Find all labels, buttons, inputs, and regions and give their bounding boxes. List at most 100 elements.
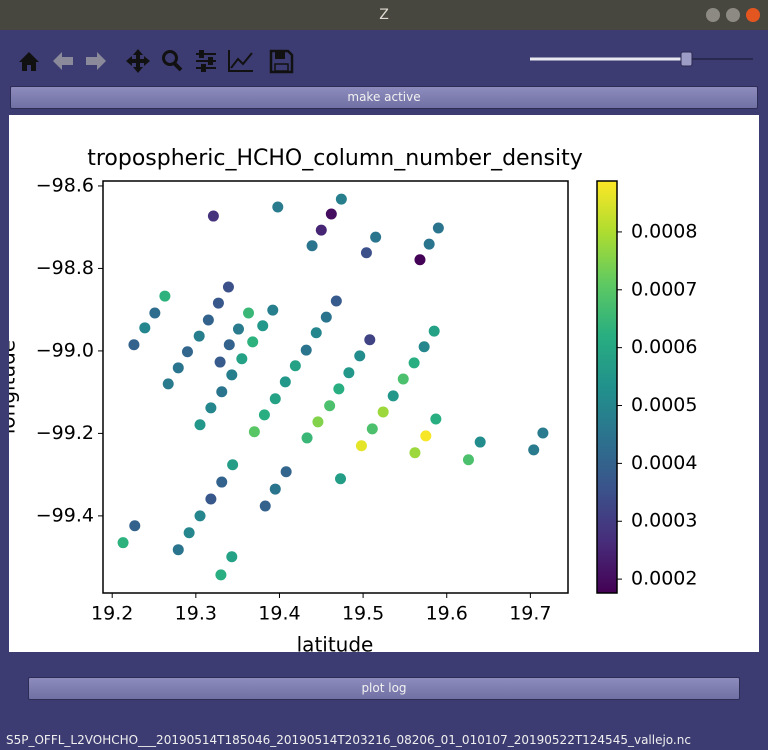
scatter-point [462,454,474,466]
scatter-point [420,430,432,442]
scatter-point [258,409,270,421]
scatter-point [172,544,184,556]
colorbar-tick-label: 0.0002 [631,568,697,590]
scatter-point [243,307,255,319]
scatter-point [387,390,399,402]
scatter-point [214,356,226,368]
x-tick-label: 19.7 [509,603,551,625]
colorbar-tick-label: 0.0005 [631,394,697,416]
maximize-button[interactable] [726,8,740,22]
colorbar [596,180,618,594]
scatter-point [432,222,444,234]
home-icon[interactable] [19,52,39,71]
x-tick-label: 19.3 [175,603,217,625]
scatter-point [159,290,171,302]
scatter-point [269,483,281,495]
scatter-point [330,295,342,307]
colorbar-tick-label: 0.0008 [631,220,697,242]
scatter-point [289,360,301,372]
colorbar-tick-label: 0.0006 [631,336,697,358]
scatter-point [257,320,269,332]
back-icon[interactable] [53,52,73,70]
scatter-point [280,466,292,478]
scatter-point [364,334,376,346]
scatter-point [117,537,129,549]
y-axis-label: longitude [9,340,20,434]
scatter-point [259,500,271,512]
scatter-point [172,362,184,374]
scatter-point [272,201,284,213]
scatter-point [222,281,234,293]
y-tick-label: −98.6 [36,174,94,196]
scatter-point [226,369,238,381]
scatter-point [207,210,219,222]
forward-icon[interactable] [86,52,106,70]
chart-title: tropospheric_HCHO_column_number_density [87,146,583,171]
scatter-point [205,402,217,414]
scatter-point [202,314,214,326]
y-tick-label: −99.0 [36,339,94,361]
scatter-point [408,357,420,369]
scatter-point [194,510,206,522]
chart: tropospheric_HCHO_column_number_density … [9,146,697,653]
toolbar-icons [19,49,294,74]
title-bar: Z [0,0,768,30]
plot-panel: tropospheric_HCHO_column_number_density … [9,115,759,652]
zoom-icon[interactable] [162,50,183,72]
scatter-point [315,224,327,236]
scatter-point [269,393,281,405]
configure-icon[interactable] [196,50,216,72]
scatter-point [279,376,291,388]
scatter-point [423,238,435,250]
scatter-point [181,346,193,358]
scatter-point [355,440,367,452]
scatter-point [343,367,355,379]
scatter-point [212,297,224,309]
scatter-point [139,322,151,334]
scatter-point [162,378,174,390]
slider-handle[interactable] [680,51,693,67]
scatter-point [528,444,540,456]
save-icon[interactable] [269,49,294,74]
scatter-point [325,208,337,220]
x-tick-label: 19.6 [426,603,468,625]
window-title: Z [379,7,389,23]
scatter-point [474,436,486,448]
x-axis-label: latitude [297,633,374,653]
scatter-point [194,419,206,431]
scatter-point [366,423,378,435]
scatter-point [414,254,426,266]
scatter-point [333,383,345,395]
scatter-point [335,473,347,485]
scatter-point [409,447,421,459]
pan-icon[interactable] [126,49,150,73]
y-tick-label: −99.2 [36,422,94,444]
scatter-point [216,476,228,488]
close-button[interactable] [746,8,760,22]
plot-frame [102,180,569,594]
scatter-point [183,527,195,539]
status-text: S5P_OFFL_L2VOHCHO___20190514T185046_2019… [6,733,691,747]
scatter-point [227,459,239,471]
scatter-point [537,427,549,439]
scatter-point [267,304,279,316]
colorbar-tick-label: 0.0003 [631,510,697,532]
scatter-point [310,327,322,339]
scatter-point [248,426,260,438]
y-tick-label: −98.8 [36,257,94,279]
minimize-button[interactable] [706,8,720,22]
scatter-point [324,400,336,412]
scatter-point [236,353,248,365]
edit-axes-icon[interactable] [228,50,253,72]
scatter-point [430,413,442,425]
scatter-point [354,350,366,362]
scatter-point [226,551,238,563]
scatter-point [360,247,372,259]
scatter-point [312,416,324,428]
colorbar-tick-label: 0.0007 [631,278,697,300]
make-active-button[interactable]: make active [10,86,758,109]
plot-log-button[interactable]: plot log [28,677,740,700]
scatter-point [232,323,244,335]
scatter-point [377,406,389,418]
